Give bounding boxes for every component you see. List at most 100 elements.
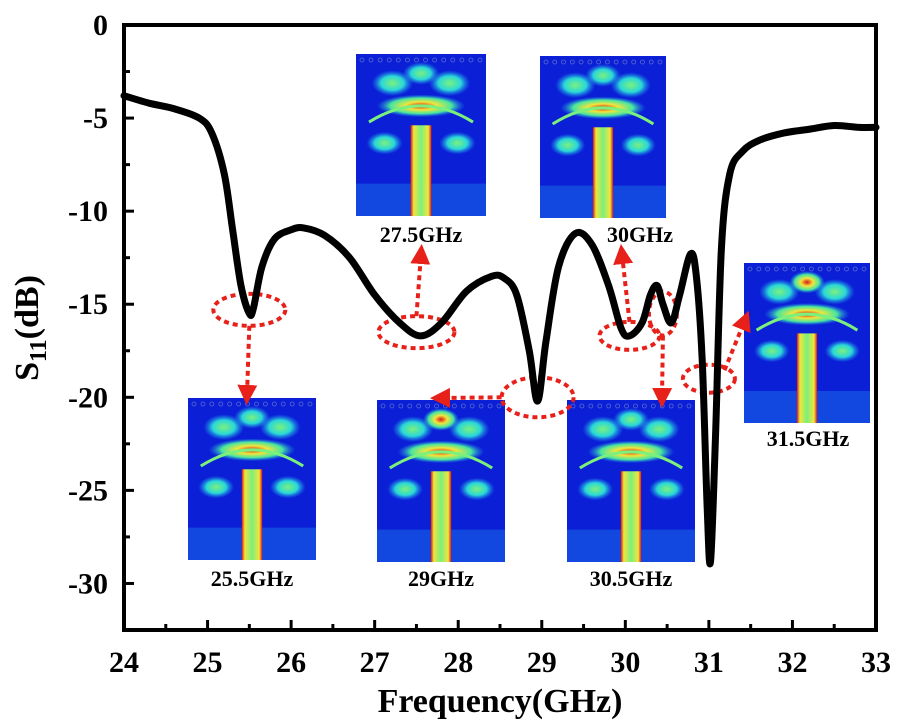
via-hole bbox=[368, 57, 374, 63]
via-hole bbox=[404, 57, 410, 63]
field-hotspot bbox=[198, 475, 235, 499]
via-hole bbox=[496, 403, 502, 409]
field-hotspot bbox=[269, 475, 306, 499]
x-tick-label: 26 bbox=[276, 646, 306, 679]
radiator-arc bbox=[755, 312, 859, 332]
via-hole bbox=[423, 57, 428, 63]
via-hole bbox=[604, 59, 610, 65]
radiator-arc bbox=[551, 106, 655, 126]
x-tick-label: 30 bbox=[610, 646, 640, 679]
via-hole bbox=[468, 57, 474, 63]
via-hole bbox=[200, 401, 206, 407]
field-hotspot bbox=[428, 70, 471, 97]
y-axis-title-main: S bbox=[9, 362, 46, 381]
field-hotspot bbox=[550, 133, 586, 157]
via-hole bbox=[588, 403, 594, 409]
field-hotspot bbox=[371, 70, 414, 97]
feed-line bbox=[241, 469, 263, 560]
x-tick-label: 28 bbox=[443, 646, 473, 679]
field-hotspot bbox=[638, 416, 680, 443]
y-axis-title-sub: 11 bbox=[26, 339, 52, 362]
via-hole bbox=[262, 401, 268, 407]
field-inset: 27.5GHz bbox=[356, 54, 486, 247]
field-hotspot bbox=[585, 64, 621, 87]
field-hotspot bbox=[754, 339, 790, 363]
via-hole bbox=[640, 59, 645, 65]
radiator-arc bbox=[388, 450, 494, 470]
field-hotspot bbox=[402, 62, 440, 85]
annotation-arrow bbox=[237, 325, 258, 405]
field-hotspot bbox=[648, 477, 685, 501]
via-hole bbox=[395, 57, 401, 63]
inset-label: 27.5GHz bbox=[380, 222, 463, 247]
via-hole bbox=[280, 401, 286, 407]
via-hole bbox=[800, 266, 806, 272]
field-hotspot bbox=[259, 414, 301, 441]
via-hole bbox=[641, 403, 647, 409]
inset-label: 29GHz bbox=[408, 566, 474, 591]
via-hole bbox=[606, 403, 612, 409]
via-hole bbox=[782, 266, 788, 272]
field-hotspot bbox=[203, 414, 245, 441]
annotation-arrow bbox=[430, 387, 502, 408]
via-hole bbox=[451, 403, 457, 409]
via-hole bbox=[271, 401, 277, 407]
inset-label: 30GHz bbox=[607, 222, 673, 247]
inset-label: 25.5GHz bbox=[211, 566, 294, 591]
via-hole bbox=[425, 403, 431, 409]
y-tick-label: -10 bbox=[68, 195, 108, 228]
field-hotspot bbox=[439, 131, 476, 155]
via-hole bbox=[307, 401, 313, 407]
feed-line bbox=[620, 471, 642, 562]
x-tick-label: 33 bbox=[861, 646, 891, 679]
x-tick-label: 25 bbox=[193, 646, 223, 679]
via-hole bbox=[597, 403, 603, 409]
field-distribution-insets: 25.5GHz 27.5GHz 29GHz 30GHz 30.5GHz 31.5GHz bbox=[188, 54, 870, 591]
feed-line bbox=[410, 125, 432, 216]
via-hole bbox=[844, 266, 849, 272]
y-axis-ticks: 0 -5 -10 -15 -20 -25 -30 bbox=[68, 9, 134, 600]
field-hotspot bbox=[392, 416, 434, 443]
annotation-ellipse bbox=[680, 362, 737, 395]
y-tick-label: -30 bbox=[68, 567, 108, 600]
annotation-layer bbox=[211, 244, 751, 420]
field-hotspot bbox=[366, 131, 403, 155]
svg-text:S11(dB): S11(dB) bbox=[9, 275, 52, 381]
annotation-ellipse bbox=[211, 291, 288, 328]
annotation-arrow bbox=[410, 244, 431, 317]
via-hole bbox=[826, 266, 832, 272]
y-tick-label: -25 bbox=[68, 474, 108, 507]
via-hole bbox=[817, 266, 823, 272]
feed-line bbox=[430, 471, 452, 562]
via-hole bbox=[218, 401, 224, 407]
via-hole bbox=[756, 266, 762, 272]
via-hole bbox=[389, 403, 395, 409]
y-axis-title: S11(dB) bbox=[9, 275, 52, 381]
via-hole bbox=[377, 57, 383, 63]
field-hotspot bbox=[458, 477, 495, 501]
via-hole bbox=[209, 401, 215, 407]
via-hole bbox=[622, 59, 628, 65]
via-hole bbox=[615, 403, 621, 409]
via-hole bbox=[289, 401, 295, 407]
via-hole bbox=[552, 59, 558, 65]
radiator-arc bbox=[368, 104, 474, 124]
via-hole bbox=[407, 403, 413, 409]
via-hole bbox=[380, 403, 386, 409]
via-hole bbox=[460, 403, 466, 409]
field-hotspot bbox=[814, 279, 855, 305]
field-hotspot bbox=[448, 416, 490, 443]
y-axis-title-unit: (dB) bbox=[9, 275, 46, 339]
via-hole bbox=[227, 401, 233, 407]
x-tick-label: 32 bbox=[777, 646, 807, 679]
y-tick-label: 0 bbox=[93, 9, 108, 42]
via-hole bbox=[478, 403, 484, 409]
inset-label: 30.5GHz bbox=[590, 566, 673, 591]
x-axis-ticks: 24 25 26 27 28 29 30 31 32 33 bbox=[109, 620, 891, 679]
field-inset: 29GHz bbox=[377, 400, 505, 591]
via-hole bbox=[765, 266, 770, 272]
radiator-arc bbox=[578, 450, 684, 470]
radiator-arc bbox=[199, 448, 305, 468]
feed-line bbox=[796, 333, 818, 423]
via-hole bbox=[469, 403, 475, 409]
